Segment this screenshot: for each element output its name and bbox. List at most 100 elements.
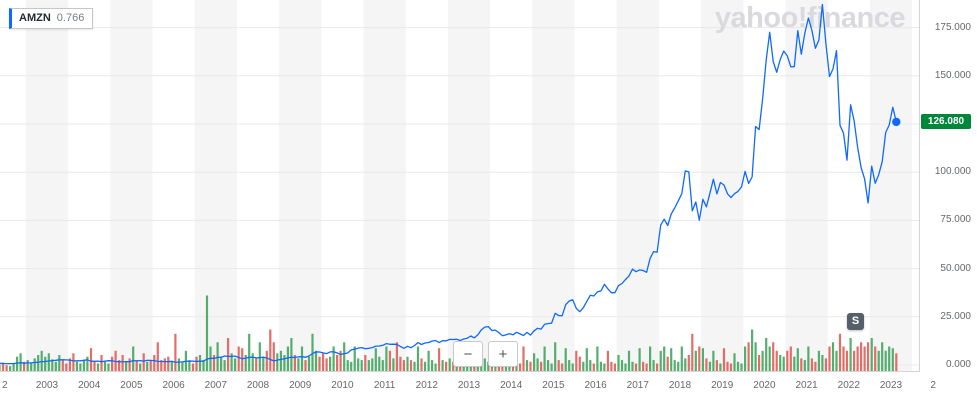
volume-bar [286, 346, 289, 372]
volume-bar [290, 338, 293, 372]
volume-bar [160, 360, 163, 372]
volume-bar [578, 356, 581, 372]
volume-bar [427, 350, 430, 372]
x-axis-label: 2012 [415, 380, 438, 391]
volume-bar [392, 358, 395, 372]
volume-bar [255, 358, 258, 372]
volume-bar [212, 355, 216, 372]
volume-bar [269, 329, 272, 372]
volume-bar [863, 346, 866, 372]
zoom-out-button[interactable]: − [453, 341, 483, 367]
volume-bar [631, 361, 634, 372]
volume-bar [339, 350, 342, 372]
x-axis-label: 2011 [373, 380, 396, 391]
year-stripe [869, 0, 913, 372]
volume-bar [680, 346, 683, 372]
volume-bar [575, 350, 578, 372]
volume-bar [663, 346, 666, 372]
volume-bar [849, 338, 852, 372]
ticker-legend[interactable]: AMZN 0.766 [9, 8, 94, 29]
volume-bar [779, 355, 782, 372]
volume-bar [135, 360, 138, 372]
volume-bar [336, 355, 339, 372]
volume-bar [670, 348, 673, 372]
volume-bar [673, 360, 676, 372]
volume-bar [121, 355, 124, 372]
volume-bar [649, 346, 652, 372]
volume-bar [33, 358, 36, 372]
y-axis-label: 50.000 [940, 262, 971, 274]
volume-bar [483, 358, 486, 372]
volume-bar [283, 355, 286, 372]
volume-bar [824, 358, 827, 372]
volume-bar [733, 353, 736, 372]
volume-bar [248, 333, 251, 372]
volume-bar [234, 358, 237, 372]
volume-bar [634, 363, 638, 372]
volume-bar [251, 353, 254, 372]
volume-bar [677, 361, 680, 372]
volume-bar [16, 356, 19, 372]
x-axis-label: 2016 [584, 380, 607, 391]
x-axis-label: 2 [930, 380, 936, 391]
volume-bar [1, 362, 5, 372]
volume-bar [364, 355, 367, 372]
volume-bar [37, 355, 40, 372]
volume-bar [156, 342, 159, 372]
volume-bar [828, 346, 831, 372]
volume-bar [198, 355, 202, 372]
volume-bar [856, 346, 859, 372]
volume-bar [568, 360, 571, 372]
volume-bar [195, 356, 198, 372]
volume-bar [58, 355, 61, 372]
y-axis-label: 25.000 [940, 310, 971, 322]
volume-bar [220, 356, 223, 372]
volume-bar [708, 361, 711, 372]
volume-bar [487, 361, 490, 372]
volume-bar [12, 363, 15, 372]
volume-bar [656, 363, 659, 372]
volume-bar [838, 333, 842, 372]
split-event-marker[interactable]: S [847, 313, 864, 330]
x-axis-label: 2022 [837, 380, 860, 391]
volume-bar [68, 358, 71, 372]
x-axis-label: 2020 [753, 380, 776, 391]
volume-bar [715, 360, 718, 372]
volume-bar [729, 363, 733, 372]
x-axis-label: 2014 [500, 380, 523, 391]
volume-bar [0, 364, 1, 372]
volume-bar [111, 356, 114, 372]
volume-bar [768, 346, 771, 372]
volume-bar [54, 361, 57, 372]
volume-bar [536, 358, 539, 372]
volume-bar [357, 358, 360, 372]
volume-bar [209, 346, 212, 372]
volume-bar [307, 356, 311, 372]
volume-bar [230, 353, 233, 372]
volume-bar [589, 360, 592, 372]
volume-bar [793, 356, 796, 372]
volume-bar [476, 363, 479, 372]
volume-bar [149, 360, 152, 372]
volume-bar [740, 363, 743, 372]
volume-bar [554, 342, 557, 372]
y-axis-label: 175.000 [934, 21, 971, 33]
x-axis-label: 2006 [162, 380, 185, 391]
x-axis-label: 2021 [795, 380, 818, 391]
volume-bar [585, 348, 588, 372]
price-line [0, 3, 897, 365]
y-axis-label: 0.000 [945, 359, 971, 370]
volume-bar [543, 346, 546, 372]
last-price-dot [892, 117, 901, 127]
volume-bar [325, 358, 328, 372]
volume-bar [385, 346, 388, 372]
volume-bar [613, 363, 616, 372]
volume-bar [431, 360, 434, 372]
volume-bar [564, 348, 567, 372]
volume-bar [452, 361, 455, 372]
volume-bar [722, 348, 726, 372]
volume-bar [666, 356, 669, 372]
chart-canvas[interactable]: yahoo!finance [0, 0, 920, 372]
volume-bar [350, 361, 353, 372]
zoom-in-button[interactable]: + [488, 341, 518, 367]
